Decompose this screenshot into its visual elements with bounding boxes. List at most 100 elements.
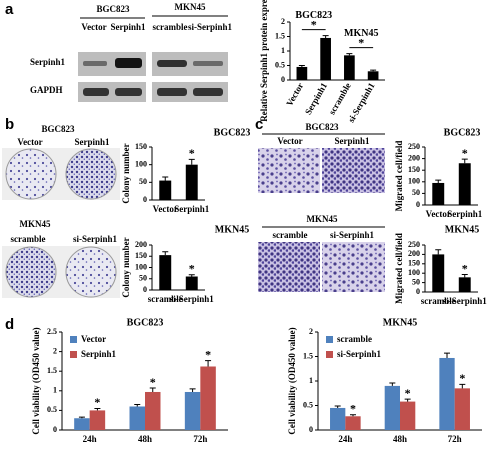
bar [454,388,470,430]
significance: * [205,347,211,361]
bar [384,385,400,430]
legend-swatch [70,351,77,358]
chart-title: BGC823 [444,127,481,138]
chart-title: MKN45 [383,317,417,328]
y-tick-label: 50 [139,274,147,283]
legend-label: Vector [81,334,106,344]
y-tick-label: 2.5 [47,327,57,336]
y-tick-label: 1 [53,386,57,395]
legend-swatch [326,351,333,358]
error-bar [461,274,468,278]
y-tick-label: 0 [143,195,147,204]
x-tick-label: 48h [138,434,152,444]
error-bar [322,35,329,38]
y-tick-label: 150 [408,259,420,268]
lane-label: Serpinh1 [74,137,110,147]
bar [129,406,145,430]
lane-label: Vector [277,136,302,146]
bar [296,66,308,80]
lane-label: si-Serpinh1 [188,22,233,32]
y-tick-label: 50 [412,277,420,286]
plate [65,148,117,200]
panel-label: b [5,116,14,133]
error-bar [389,382,396,386]
error-bar [459,383,466,389]
y-tick-label: 0 [416,287,420,296]
y-tick-label: 150 [408,165,420,174]
lane-label: si-Serpinh1 [73,234,118,244]
y-tick-label: 0.5 [47,405,57,414]
row-label: Serpinh1 [30,57,66,67]
x-tick-label: 72h [448,434,462,444]
y-axis-label: Migrated cell/field [394,233,404,304]
error-bar [444,352,451,358]
plate [65,246,117,298]
lane-label: scramble [153,22,188,32]
y-tick-label: 200 [408,153,420,162]
plate [5,148,57,200]
bar [367,71,379,80]
x-tick-label: 48h [393,434,407,444]
bar [458,163,471,205]
significance: * [350,402,356,416]
y-tick-label: 1 [309,376,313,385]
y-tick-label: 200 [408,249,420,258]
y-tick-label: 200 [135,240,147,249]
x-tick-label: scramble [421,296,456,306]
y-axis-label: Colony number [121,143,131,203]
significance: * [358,35,364,49]
significance: * [462,146,468,160]
lane-label: Serpinh1 [110,22,146,32]
error-bar [149,387,156,392]
y-axis-label: Migrated cell/field [394,141,404,212]
y-tick-label: 50 [139,177,147,186]
error-bar [205,360,212,367]
legend-label: scramble [337,334,372,344]
x-tick-label: Vector [426,209,451,219]
y-tick-label: 2 [281,17,285,26]
blot-image [78,52,228,102]
error-bar [94,407,101,411]
x-tick-label: scramble [327,81,353,116]
y-tick-label: 100 [135,262,147,271]
error-bar [188,274,195,277]
error-bar [461,158,468,164]
panel-label: a [5,1,14,18]
y-tick-label: 250 [408,142,420,151]
significance: * [405,386,411,400]
group-label: BGC823 [295,10,332,21]
error-bar [404,398,411,402]
chart-title: BGC823 [214,127,251,138]
group-title: MKN45 [20,219,51,229]
y-axis-label: Cell viability (OD450 value) [287,327,297,434]
bar [330,407,346,430]
x-tick-label: Serpinh1 [447,209,483,219]
x-tick-label: si-Serpinh1 [443,296,488,306]
group-title: BGC823 [41,124,75,134]
significance: * [189,146,195,160]
x-tick-label: si-Serpinh1 [170,294,215,304]
y-tick-label: 0 [143,285,147,294]
lane-label: Serpinh1 [334,136,370,146]
y-tick-label: 0 [416,200,420,209]
x-tick-label: scramble [148,294,183,304]
y-tick-label: 0 [53,425,57,434]
y-tick-label: 0.5 [275,60,285,69]
bar [432,254,445,292]
x-tick-label: Vector [284,81,305,108]
significance: * [94,395,100,409]
error-bar [134,404,141,407]
bar [458,277,471,292]
x-tick-label: Serpinh1 [174,204,210,214]
chart-title: MKN45 [445,224,479,235]
y-tick-label: 100 [135,159,147,168]
bar [439,357,455,430]
y-axis-label: Colony number [121,237,131,297]
error-bar [188,158,195,165]
y-axis-label: Relative Serpinh1 protein expression [259,0,269,122]
x-tick-label: 24h [83,434,97,444]
y-axis-label: Cell viability (OD450 value) [31,327,41,434]
bar [345,416,361,430]
bar [145,391,161,430]
